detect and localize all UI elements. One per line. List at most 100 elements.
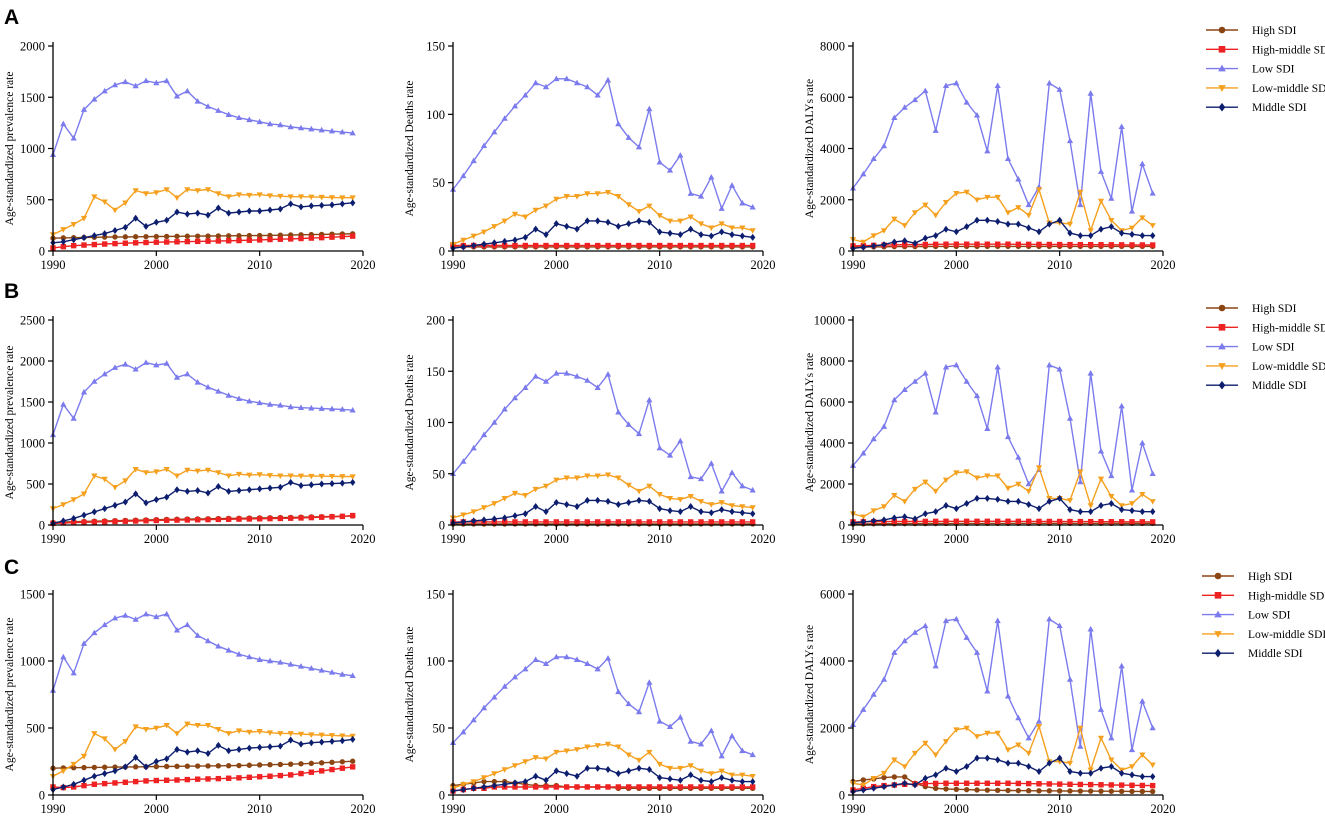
data-point-high-middle-sdi-2010 — [1056, 241, 1063, 248]
data-point-middle-sdi-1994 — [91, 508, 98, 516]
data-point-middle-sdi-2002 — [974, 494, 980, 502]
data-point-high-sdi-2004 — [194, 763, 201, 769]
data-point-low-sdi-1996 — [511, 673, 519, 680]
panel-letter-a: A — [4, 6, 19, 29]
data-point-high-sdi-2017 — [329, 759, 335, 766]
data-point-low-sdi-2016 — [318, 405, 325, 411]
data-point-middle-sdi-2018 — [739, 232, 746, 240]
data-point-low-middle-sdi-1997 — [522, 214, 529, 221]
data-point-middle-sdi-1993 — [81, 776, 87, 784]
data-point-middle-sdi-2001 — [163, 755, 170, 763]
data-point-low-sdi-2006 — [1015, 176, 1022, 182]
data-point-high-middle-sdi-1993 — [81, 782, 87, 789]
data-point-high-middle-sdi-2002 — [574, 519, 580, 525]
data-point-middle-sdi-2011 — [267, 206, 273, 214]
data-point-high-middle-sdi-2000 — [953, 518, 960, 525]
data-point-middle-sdi-2007 — [225, 209, 232, 217]
data-point-low-sdi-2003 — [184, 87, 191, 94]
data-point-low-middle-sdi-2012 — [277, 731, 284, 737]
data-point-low-sdi-2007 — [625, 700, 632, 707]
data-point-middle-sdi-2000 — [553, 767, 560, 775]
data-point-high-middle-sdi-2014 — [698, 242, 704, 249]
data-point-low-middle-sdi-2011 — [1066, 498, 1074, 504]
data-point-high-middle-sdi-2008 — [636, 519, 642, 525]
data-point-low-sdi-2018 — [339, 671, 346, 677]
data-point-middle-sdi-2001 — [163, 493, 170, 501]
legend-entry-low-sdi: Low SDI — [1206, 64, 1295, 76]
x-tick-label: 1990 — [841, 258, 866, 272]
data-point-low-middle-sdi-2003 — [584, 473, 591, 480]
legend-label: High SDI — [1252, 303, 1297, 315]
data-point-low-sdi-1993 — [480, 704, 488, 711]
data-point-middle-sdi-2017 — [1129, 771, 1135, 779]
data-point-low-sdi-1992 — [470, 716, 477, 723]
data-point-low-sdi-2005 — [204, 637, 212, 644]
legend-marker-low-middle-sdi — [1214, 631, 1222, 638]
data-point-low-middle-sdi-1999 — [542, 203, 550, 210]
x-tick-label: 2020 — [1151, 532, 1176, 546]
data-point-high-middle-sdi-2006 — [1015, 241, 1022, 247]
data-point-middle-sdi-1994 — [891, 514, 898, 522]
series-low-middle-sdi — [849, 465, 1156, 521]
data-point-high-sdi-2000 — [153, 233, 160, 240]
series-low-middle-sdi — [49, 187, 356, 238]
y-tick-label: 150 — [426, 40, 445, 54]
y-axis-label: Age-standardized Deaths rate — [404, 354, 416, 490]
data-point-middle-sdi-2013 — [1087, 232, 1094, 240]
series-line-low-sdi — [852, 617, 1154, 750]
data-point-low-sdi-1995 — [501, 683, 508, 689]
data-point-middle-sdi-2012 — [677, 231, 684, 239]
data-point-low-sdi-1999 — [542, 660, 550, 666]
y-axis-label: Age-standardized prevalence rate — [4, 346, 16, 500]
data-point-low-middle-sdi-2006 — [215, 727, 222, 733]
data-point-low-sdi-1991 — [60, 653, 67, 660]
data-point-low-middle-sdi-1999 — [942, 200, 950, 206]
data-point-high-middle-sdi-2017 — [729, 242, 735, 249]
data-point-high-sdi-2001 — [163, 233, 170, 240]
data-point-low-middle-sdi-2007 — [625, 202, 632, 208]
data-point-low-middle-sdi-2014 — [697, 499, 705, 505]
data-point-high-middle-sdi-2016 — [718, 242, 725, 249]
data-point-low-sdi-2015 — [308, 404, 315, 411]
data-point-low-sdi-2001 — [163, 610, 170, 617]
data-point-middle-sdi-2002 — [174, 745, 180, 753]
data-point-middle-sdi-2004 — [594, 496, 601, 504]
data-point-high-sdi-2009 — [1046, 788, 1053, 794]
data-point-low-middle-sdi-2012 — [1077, 469, 1084, 475]
data-point-low-middle-sdi-2018 — [739, 225, 746, 232]
data-point-middle-sdi-2017 — [329, 737, 335, 745]
data-point-middle-sdi-2014 — [298, 740, 304, 748]
data-point-high-middle-sdi-2007 — [625, 242, 632, 249]
data-point-middle-sdi-2019 — [349, 199, 356, 207]
data-point-low-sdi-1991 — [860, 706, 867, 712]
data-point-low-middle-sdi-2007 — [225, 194, 232, 200]
y-tick-label: 100 — [426, 416, 445, 430]
data-point-low-middle-sdi-2008 — [235, 471, 243, 478]
y-tick-label: 1000 — [20, 655, 45, 669]
legend-label: Low-middle SDI — [1252, 83, 1325, 95]
data-point-low-sdi-1996 — [911, 96, 919, 103]
data-point-low-middle-sdi-2018 — [1139, 215, 1146, 221]
data-point-middle-sdi-1999 — [143, 763, 149, 771]
data-point-low-middle-sdi-2010 — [256, 192, 263, 198]
data-point-high-middle-sdi-2002 — [174, 777, 180, 783]
data-point-middle-sdi-2004 — [594, 217, 601, 225]
data-point-high-middle-sdi-2012 — [277, 515, 284, 522]
data-point-middle-sdi-2003 — [584, 496, 591, 504]
data-point-high-middle-sdi-2015 — [708, 784, 715, 790]
data-point-middle-sdi-2013 — [287, 478, 294, 486]
series-line-high-sdi — [852, 522, 1153, 525]
data-point-low-middle-sdi-2017 — [728, 225, 736, 232]
data-point-middle-sdi-1991 — [60, 238, 67, 246]
data-point-high-middle-sdi-2005 — [605, 784, 611, 790]
data-point-low-sdi-1999 — [942, 617, 950, 624]
data-point-low-middle-sdi-2016 — [318, 732, 325, 739]
data-point-high-middle-sdi-2007 — [625, 519, 632, 525]
data-point-low-sdi-2018 — [739, 199, 746, 206]
data-point-low-middle-sdi-1996 — [111, 747, 119, 753]
data-point-high-middle-sdi-1999 — [943, 780, 949, 786]
data-point-low-middle-sdi-1992 — [870, 508, 877, 514]
data-point-low-middle-sdi-1995 — [901, 764, 908, 770]
data-point-low-middle-sdi-2013 — [687, 214, 694, 221]
